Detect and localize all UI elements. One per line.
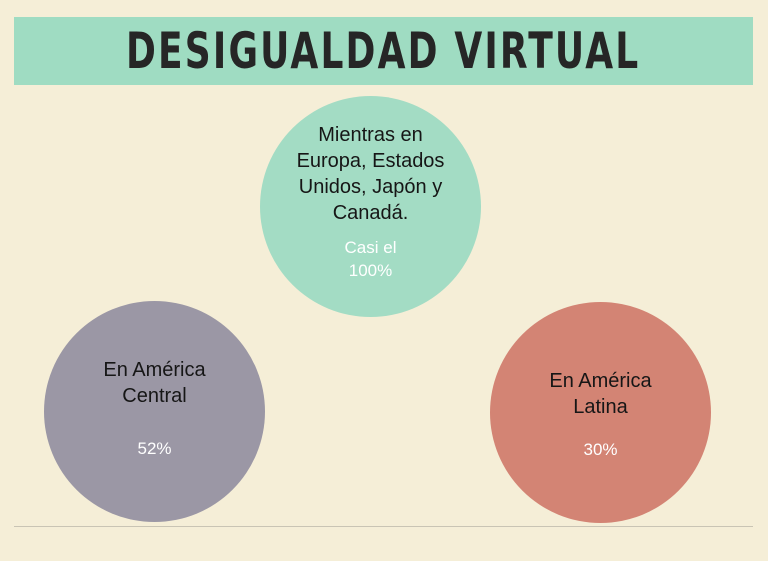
circle-latin-america: En América Latina 30% [490, 302, 711, 523]
circle-label: Mientras en Europa, Estados Unidos, Japó… [296, 124, 445, 224]
circle-europe-usa-japan-canada: Mientras en Europa, Estados Unidos, Japó… [260, 96, 481, 317]
circle-label: En América Latina [549, 370, 652, 418]
circle-value: 30% [583, 440, 618, 459]
circle-central-america: En América Central 52% [44, 301, 265, 522]
title-banner: DESIGUALDAD VIRTUAL [14, 17, 753, 85]
page-title: DESIGUALDAD VIRTUAL [126, 22, 641, 80]
circle-value: 52% [137, 439, 172, 458]
circle-value: Casi el 100% [344, 238, 397, 280]
circle-label: En América Central [103, 359, 206, 407]
bottom-divider [14, 526, 753, 527]
